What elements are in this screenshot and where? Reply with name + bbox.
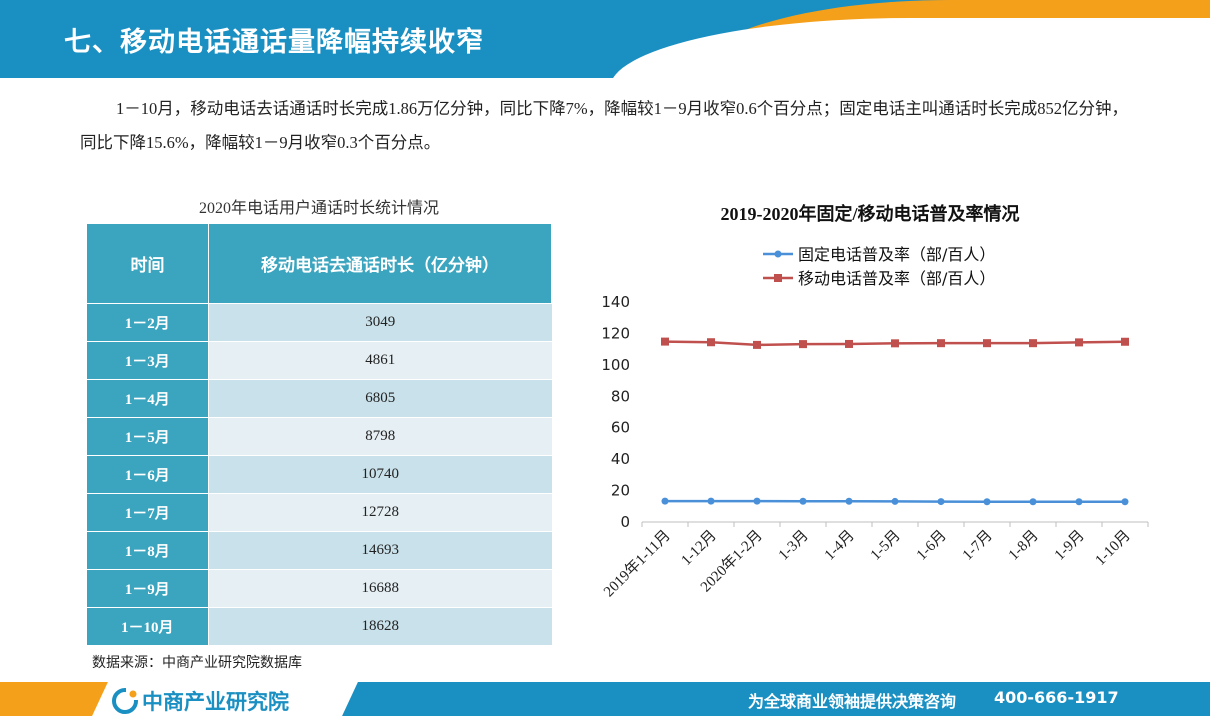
y-tick-label: 60 xyxy=(611,419,630,437)
x-tick-label: 1-5月 xyxy=(868,528,904,564)
call-duration-table: 时间 移动电话去通话时长（亿分钟） 1－2月 3049 1－3月 4861 1－… xyxy=(86,223,552,646)
data-source: 数据来源：中商产业研究院数据库 xyxy=(92,655,302,671)
legend-marker xyxy=(774,250,782,258)
legend-marker xyxy=(774,274,782,282)
data-point xyxy=(845,497,853,505)
row-value: 16688 xyxy=(208,569,552,608)
x-tick-label: 2019年1-11月 xyxy=(600,527,674,601)
data-point xyxy=(1029,339,1037,348)
data-point xyxy=(707,338,715,347)
y-tick-label: 20 xyxy=(611,482,630,500)
data-point xyxy=(1121,337,1129,346)
x-tick-label: 1-10月 xyxy=(1092,528,1133,569)
data-point xyxy=(891,497,899,505)
row-period: 1－9月 xyxy=(86,569,209,608)
page-title: 七、移动电话通话量降幅持续收窄 xyxy=(64,27,484,58)
table-row: 1－7月 12728 xyxy=(86,493,552,532)
data-point xyxy=(799,497,807,505)
x-tick-label: 1-3月 xyxy=(776,528,812,564)
data-point xyxy=(1121,498,1129,506)
company-logo-icon xyxy=(112,688,138,714)
legend-label: 移动电话普及率（部/百人） xyxy=(798,269,995,288)
data-point xyxy=(799,340,807,349)
data-point xyxy=(937,498,945,506)
footer-logo: 中商产业研究院 xyxy=(112,686,289,716)
header-time: 时间 xyxy=(86,223,209,304)
footer-phone: 400-666-1917 xyxy=(994,688,1119,707)
table-header-row: 时间 移动电话去通话时长（亿分钟） xyxy=(86,223,552,304)
row-period: 1－7月 xyxy=(86,493,209,532)
row-value: 14693 xyxy=(208,531,552,570)
data-point xyxy=(845,339,853,348)
table-row: 1－9月 16688 xyxy=(86,569,552,608)
chart-title: 2019-2020年固定/移动电话普及率情况 xyxy=(720,204,1020,224)
y-tick-label: 100 xyxy=(601,356,630,374)
legend-label: 固定电话普及率（部/百人） xyxy=(798,245,995,264)
data-point xyxy=(753,497,761,505)
row-period: 1－4月 xyxy=(86,379,209,418)
header-white-curve xyxy=(610,18,1210,78)
table-row: 1－6月 10740 xyxy=(86,455,552,494)
y-tick-label: 80 xyxy=(611,387,630,405)
x-tick-label: 1-8月 xyxy=(1006,528,1042,564)
y-tick-label: 0 xyxy=(620,513,630,531)
footer-logo-text: 中商产业研究院 xyxy=(142,690,289,714)
y-tick-label: 140 xyxy=(601,293,630,311)
data-point xyxy=(983,339,991,348)
data-point xyxy=(753,340,761,349)
summary-paragraph: 1－10月，移动电话去话通话时长完成1.86万亿分钟，同比下降7%，降幅较1－9… xyxy=(80,99,1128,152)
row-period: 1－5月 xyxy=(86,417,209,456)
row-value: 6805 xyxy=(208,379,552,418)
header-duration: 移动电话去通话时长（亿分钟） xyxy=(208,223,552,304)
table-row: 1－4月 6805 xyxy=(86,379,552,418)
data-point xyxy=(661,497,669,505)
table-row: 1－10月 18628 xyxy=(86,607,552,646)
footer-slogan: 为全球商业领袖提供决策咨询 xyxy=(748,692,957,711)
row-value: 12728 xyxy=(208,493,552,532)
footer-bar: 中商产业研究院 为全球商业领袖提供决策咨询 400-666-1917 xyxy=(0,682,1210,716)
header-banner: 七、移动电话通话量降幅持续收窄 xyxy=(0,0,1210,78)
penetration-line-chart: 固定电话普及率（部/百人） 移动电话普及率（部/百人） 0 20 40 60 80 100 12… xyxy=(600,245,1149,601)
data-point xyxy=(891,339,899,348)
table-row: 1－5月 8798 xyxy=(86,417,552,456)
row-period: 1－2月 xyxy=(86,303,209,342)
x-tick-label: 1-7月 xyxy=(960,528,996,564)
x-tick-label: 1-4月 xyxy=(822,528,858,564)
x-tick-label: 1-6月 xyxy=(914,528,950,564)
table-row: 1－8月 14693 xyxy=(86,531,552,570)
x-tick-label: 1-9月 xyxy=(1052,528,1088,564)
x-tick-label: 1-12月 xyxy=(678,528,719,569)
data-point xyxy=(983,498,991,506)
table-title: 2020年电话用户通话时长统计情况 xyxy=(198,200,439,217)
table-row: 1－3月 4861 xyxy=(86,341,552,380)
data-point xyxy=(1075,338,1083,347)
row-period: 1－6月 xyxy=(86,455,209,494)
y-tick-label: 40 xyxy=(611,450,630,468)
data-point xyxy=(707,497,715,505)
row-value: 3049 xyxy=(208,303,552,342)
footer-orange-accent xyxy=(0,682,110,716)
row-period: 1－3月 xyxy=(86,341,209,380)
data-point xyxy=(1029,498,1037,506)
row-period: 1－8月 xyxy=(86,531,209,570)
row-value: 18628 xyxy=(208,607,552,646)
data-point xyxy=(1075,498,1083,506)
row-period: 1－10月 xyxy=(86,607,209,646)
data-point xyxy=(937,339,945,348)
table-row: 1－2月 3049 xyxy=(86,303,552,342)
y-tick-label: 120 xyxy=(601,324,630,342)
row-value: 4861 xyxy=(208,341,552,380)
row-value: 10740 xyxy=(208,455,552,494)
row-value: 8798 xyxy=(208,417,552,456)
data-point xyxy=(661,337,669,346)
